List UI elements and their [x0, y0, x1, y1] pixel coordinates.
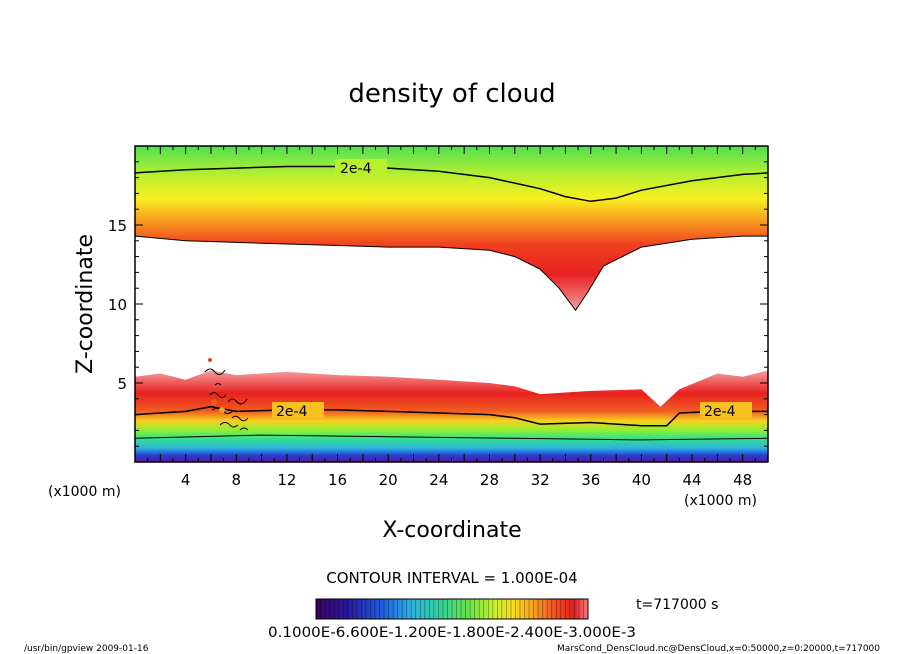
footer-right: MarsCond_DensCloud.nc@DensCloud,x=0:5000… [557, 644, 880, 654]
x-tick-label: 20 [379, 471, 398, 489]
x-tick-label: 36 [581, 471, 600, 489]
contour-interval-label: CONTOUR INTERVAL = 1.000E-04 [326, 569, 577, 587]
contour-label: 2e-4 [276, 404, 308, 420]
plot-area [135, 146, 768, 462]
x-tick-label: 44 [682, 471, 701, 489]
x-axis-ticks: 4 8 12 16 20 24 28 32 36 40 44 48 [147, 146, 756, 489]
x-tick-label: 28 [480, 471, 499, 489]
contour-2e-4-lower [135, 405, 768, 427]
noise-dot [208, 358, 212, 362]
x-unit-label-left: (x1000 m) [48, 484, 121, 500]
footer-left: /usr/bin/gpview 2009-01-16 [24, 644, 149, 654]
contour-ground [135, 434, 768, 441]
y-axis-title: Z-coordinate [73, 234, 98, 374]
x-tick-label: 48 [733, 471, 752, 489]
x-tick-label: 32 [531, 471, 550, 489]
upper-cloud-band [135, 146, 768, 311]
x-tick-label: 8 [232, 471, 242, 489]
contour-label: 2e-4 [340, 161, 372, 177]
noise-dot [219, 407, 225, 413]
y-tick-label: 15 [108, 217, 127, 235]
contour-2e-4-upper [135, 165, 768, 203]
x-unit-label-right: (x1000 m) [684, 493, 757, 509]
y-axis-ticks: 5 10 15 [108, 161, 768, 447]
x-tick-label: 16 [328, 471, 347, 489]
x-tick-label: 24 [429, 471, 448, 489]
colorbar-stripes [320, 599, 584, 619]
time-label: t=717000 s [636, 597, 718, 613]
contour-upper-lower-edge [135, 235, 768, 312]
contour-label: 2e-4 [704, 404, 736, 420]
x-tick-label: 12 [277, 471, 296, 489]
y-tick-label: 5 [117, 375, 127, 393]
x-tick-label: 40 [632, 471, 651, 489]
chart-title: density of cloud [348, 79, 555, 109]
y-tick-label: 10 [108, 296, 127, 314]
x-tick-label: 4 [181, 471, 191, 489]
x-axis-title: X-coordinate [382, 518, 521, 543]
colorbar-labels: 0.1000E-6.600E-1.200E-1.800E-2.400E-3.00… [268, 625, 636, 641]
noise-dot [211, 399, 217, 405]
contour-labels: 2e-4 2e-4 2e-4 [272, 159, 752, 420]
